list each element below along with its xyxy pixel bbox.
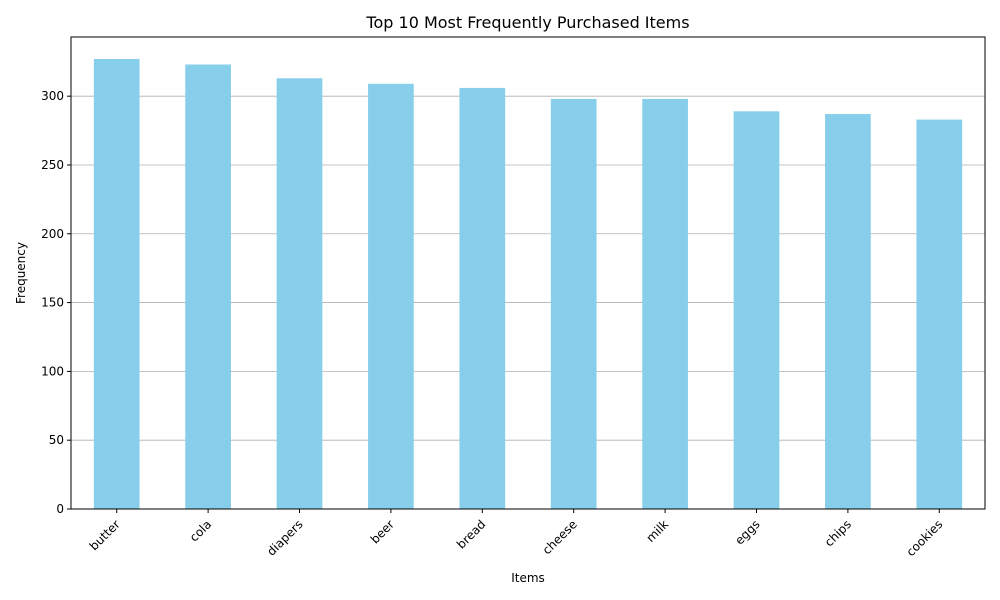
bar-chips <box>825 114 871 510</box>
x-axis-ticks: butter cola diapers beer bread cheese milk eggs… <box>87 509 946 559</box>
chart-title: Top 10 Most Frequently Purchased Items <box>365 13 689 32</box>
y-tick-label: 300 <box>41 89 64 103</box>
x-tick-label: milk <box>643 517 671 545</box>
bar-beer <box>368 83 414 509</box>
y-tick-label: 0 <box>56 502 64 516</box>
y-axis-ticks: 0 50 100 150 200 250 300 <box>41 89 71 516</box>
y-tick-label: 250 <box>41 158 64 172</box>
y-tick-label: 50 <box>49 433 64 447</box>
bar-cookies <box>916 119 963 509</box>
x-tick-label: diapers <box>264 517 305 558</box>
x-tick-label: cheese <box>540 517 580 557</box>
bar-butter <box>93 59 140 510</box>
bar-cheese <box>550 98 597 510</box>
x-tick-label: bread <box>454 517 488 551</box>
bar-diapers <box>276 78 323 509</box>
x-tick-label: chips <box>822 517 854 549</box>
x-tick-label: eggs <box>732 517 762 547</box>
bar-milk <box>642 98 688 510</box>
y-tick-label: 200 <box>41 227 64 241</box>
bar-eggs <box>733 111 780 510</box>
y-tick-label: 150 <box>41 296 64 310</box>
bar-cola <box>185 64 231 510</box>
bar-layer <box>93 59 963 510</box>
plot-frame <box>70 36 986 510</box>
y-axis-label: Frequency <box>14 242 28 304</box>
x-tick-label: cola <box>187 517 214 544</box>
y-tick-label: 100 <box>41 364 64 378</box>
x-axis-label: Items <box>511 571 545 585</box>
x-tick-label: cookies <box>904 517 946 559</box>
x-tick-label: butter <box>87 517 123 553</box>
x-tick-label: beer <box>368 517 397 546</box>
bar-bread <box>459 87 506 509</box>
